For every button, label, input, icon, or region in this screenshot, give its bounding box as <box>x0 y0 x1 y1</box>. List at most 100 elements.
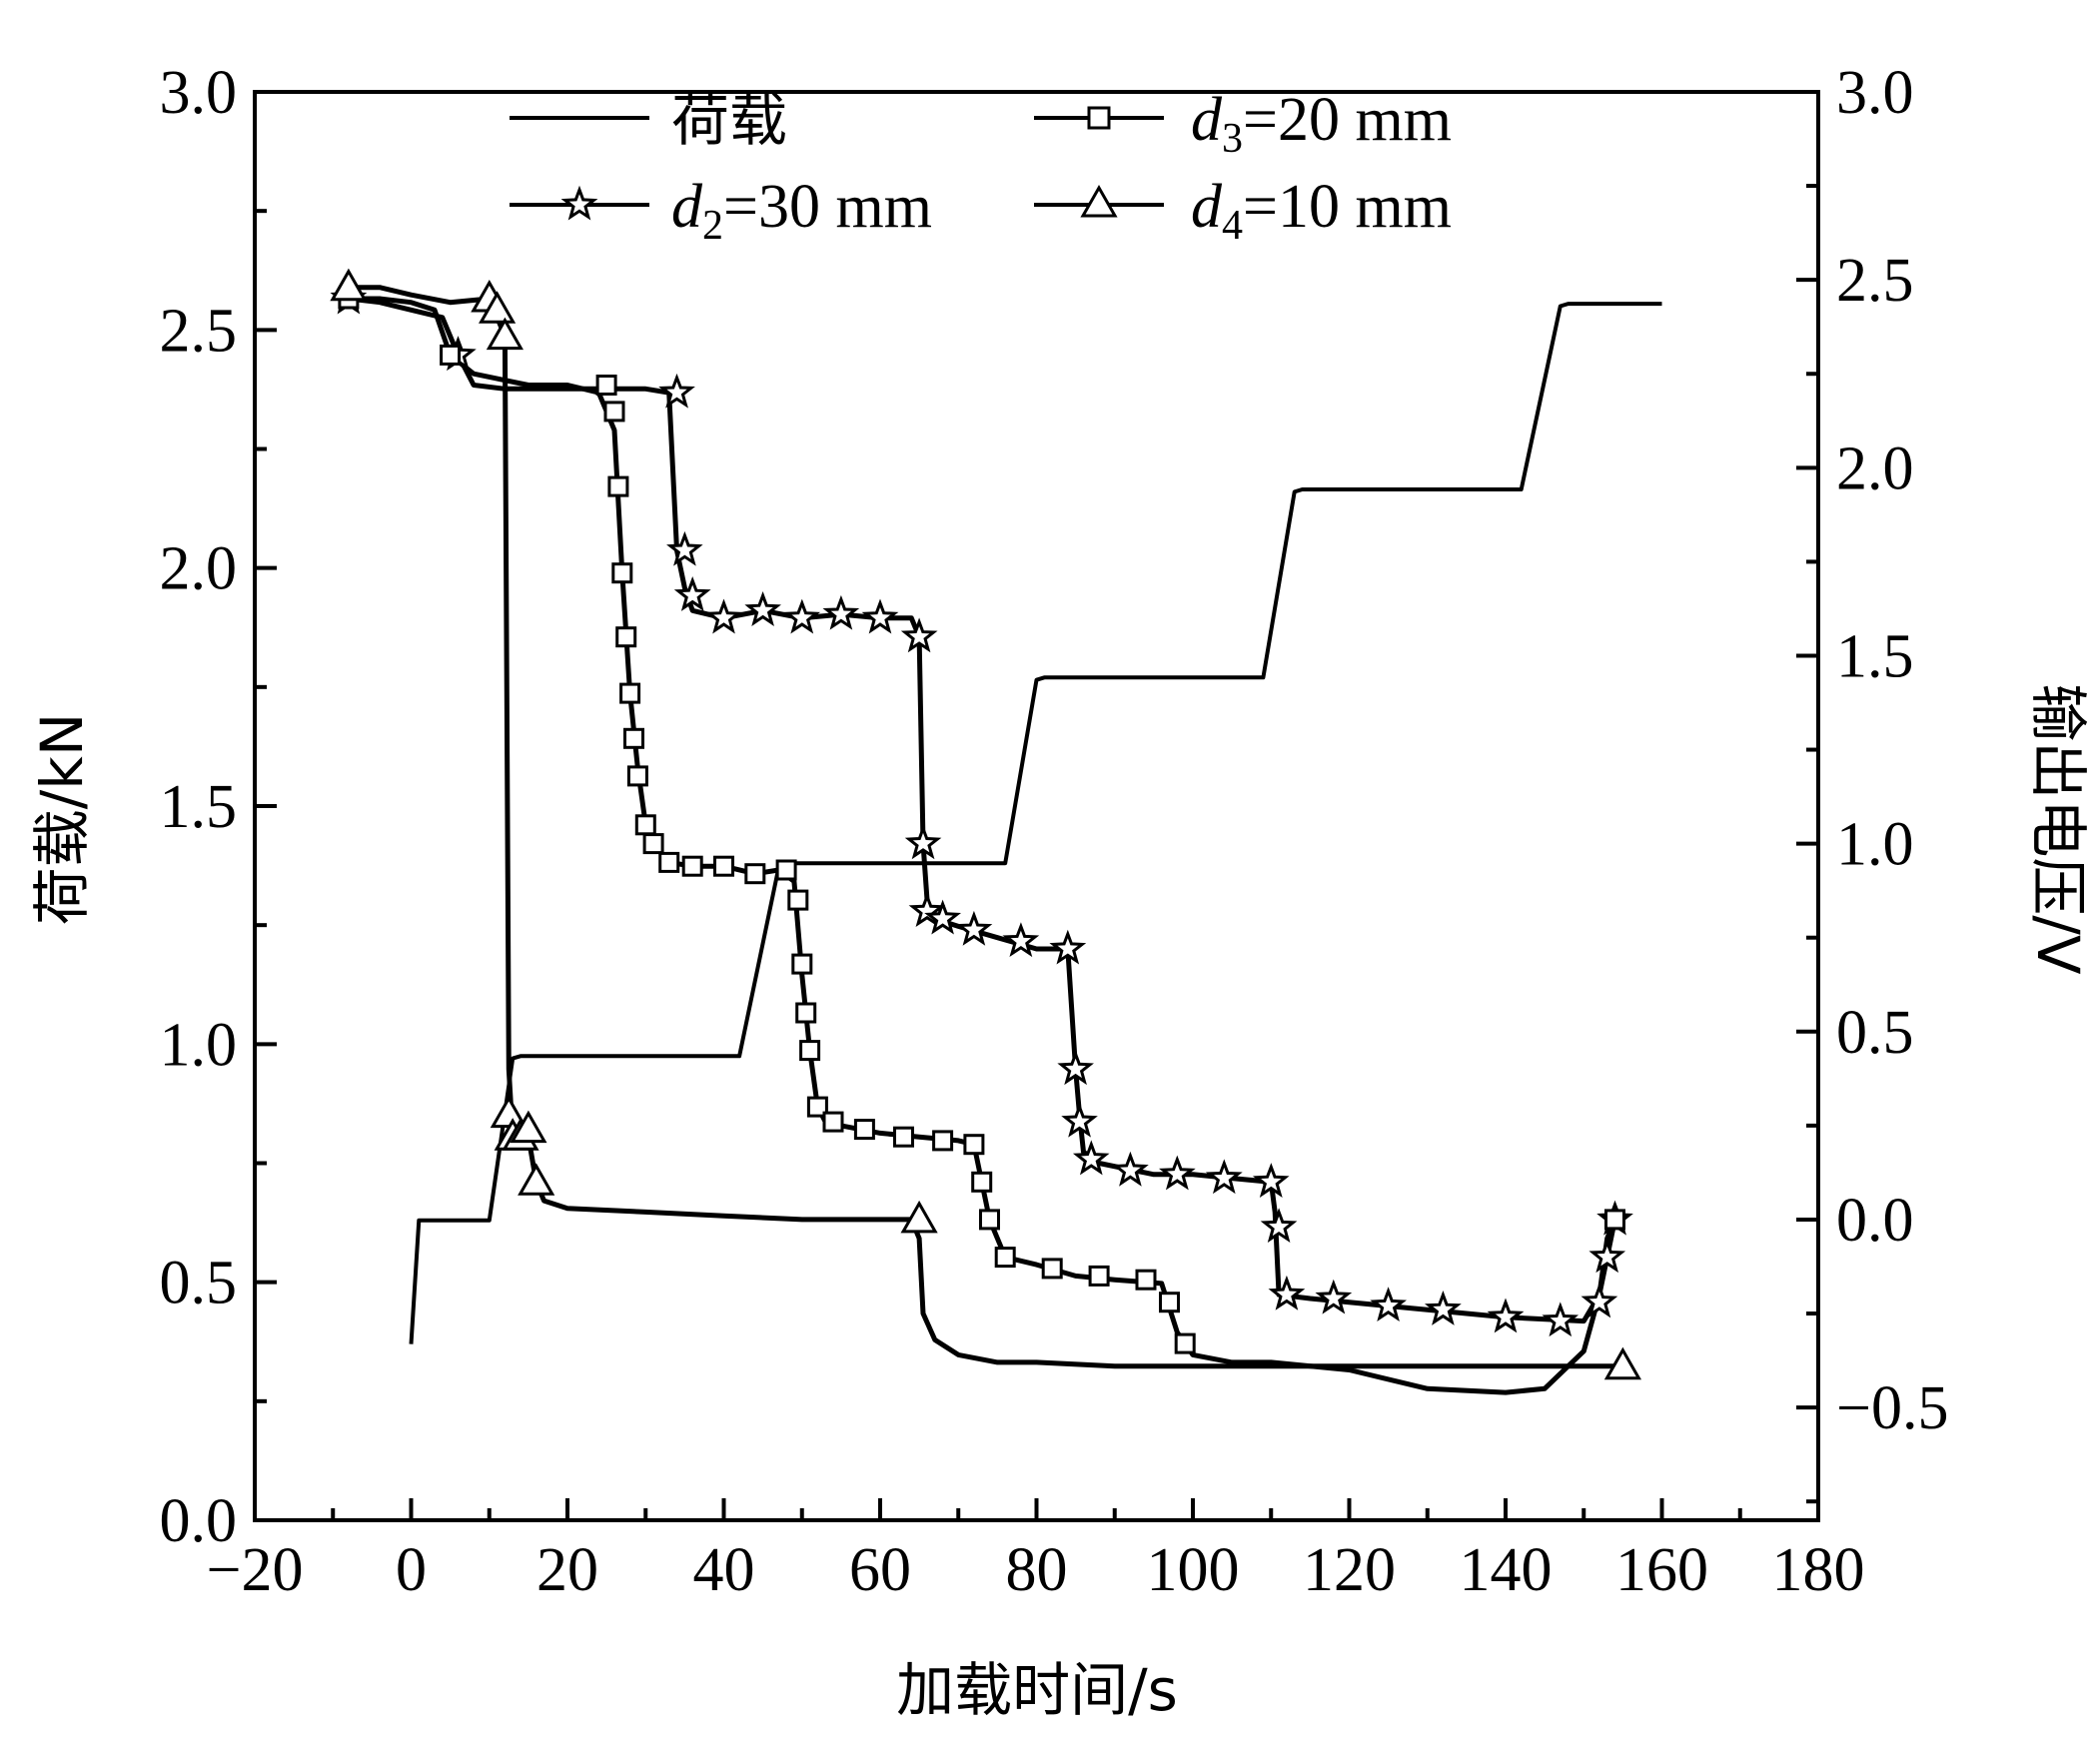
y-left-tick-label: 2.5 <box>160 297 238 365</box>
marker-d3-33 <box>1159 1292 1180 1313</box>
y-right-tick-label: 2.0 <box>1836 435 1914 502</box>
marker-d2-22 <box>1205 1159 1243 1195</box>
marker-d3-14 <box>713 855 734 877</box>
marker-d2-9 <box>861 598 899 634</box>
marker-d2-15 <box>1002 922 1040 958</box>
marker-d4-7 <box>510 1110 547 1144</box>
marker-d2-12 <box>908 892 946 927</box>
marker-d3-7 <box>619 682 641 704</box>
marker-d3-3 <box>603 401 625 423</box>
marker-d2-2 <box>658 373 695 409</box>
marker-d2-29 <box>1487 1298 1525 1333</box>
marker-d3-4 <box>607 475 629 497</box>
legend: 荷载 d3=20 mm d2=30 mm d4=10 mm <box>510 86 1452 249</box>
marker-d3-17 <box>787 889 809 911</box>
x-tick-label: 20 <box>536 1536 598 1604</box>
marker-d3-24 <box>893 1126 914 1148</box>
marker-d2-8 <box>822 594 860 630</box>
marker-d3-5 <box>611 562 633 584</box>
legend-marker-square <box>1087 106 1111 130</box>
marker-d3-8 <box>623 727 644 749</box>
legend-item-d2: d2=30 mm <box>510 173 932 249</box>
marker-d3-16 <box>775 859 797 881</box>
marker-d3-26 <box>963 1134 985 1156</box>
y-left-tick-label: 2.0 <box>160 535 238 603</box>
y-right-ticks: −0.5 0.0 0.5 1.0 1.5 2.0 2.5 3.0 <box>1796 59 1948 1504</box>
marker-d2-10 <box>900 617 938 653</box>
marker-d2-17 <box>1057 1050 1094 1086</box>
markers-layer <box>330 268 1641 1380</box>
marker-d3-23 <box>853 1119 875 1141</box>
marker-d3-20 <box>799 1040 821 1062</box>
marker-d3-12 <box>658 851 680 873</box>
x-tick-label: 140 <box>1460 1536 1553 1604</box>
y-left-tick-label: 0.5 <box>160 1250 238 1317</box>
marker-d2-6 <box>744 591 781 626</box>
y-right-axis-title: 输出电压/V <box>2024 683 2092 975</box>
x-tick-label: 80 <box>1006 1536 1068 1604</box>
marker-d2-23 <box>1252 1163 1290 1199</box>
x-tick-label: 60 <box>849 1536 911 1604</box>
y-right-tick-label: 3.0 <box>1836 59 1914 127</box>
marker-d3-30 <box>1041 1258 1063 1280</box>
legend-label-d2: d2=30 mm <box>671 173 932 249</box>
x-tick-label: 160 <box>1615 1536 1708 1604</box>
marker-d2-26 <box>1315 1279 1353 1314</box>
marker-d2-11 <box>904 824 942 860</box>
marker-d3-6 <box>615 626 637 648</box>
legend-item-d3: d3=20 mm <box>1034 86 1452 162</box>
marker-d2-3 <box>666 530 703 566</box>
marker-d3-22 <box>822 1111 844 1133</box>
marker-d3-29 <box>994 1247 1016 1269</box>
marker-d3-13 <box>681 855 703 877</box>
x-tick-label: −20 <box>207 1536 304 1604</box>
marker-d2-32 <box>1588 1238 1626 1274</box>
marker-d2-25 <box>1268 1275 1306 1310</box>
legend-label-d3: d3=20 mm <box>1191 86 1452 162</box>
series-layer <box>348 285 1662 1395</box>
marker-d4-10 <box>1603 1346 1641 1380</box>
marker-d3-34 <box>1174 1332 1196 1354</box>
marker-d3-31 <box>1088 1265 1110 1287</box>
marker-d2-24 <box>1260 1208 1298 1244</box>
x-tick-label: 180 <box>1772 1536 1865 1604</box>
marker-d2-13 <box>924 899 962 935</box>
marker-d3-10 <box>634 814 656 836</box>
series-line-load <box>409 302 1662 1344</box>
marker-d4-3 <box>486 317 524 351</box>
y-left-tick-label: 0.0 <box>160 1487 238 1555</box>
marker-d3-9 <box>626 765 648 787</box>
marker-d2-27 <box>1370 1287 1408 1322</box>
marker-d2-7 <box>783 598 821 634</box>
marker-d3-11 <box>642 833 664 855</box>
x-tick-label: 40 <box>693 1536 755 1604</box>
marker-d2-4 <box>673 576 711 611</box>
marker-d3-27 <box>971 1171 993 1193</box>
y-right-tick-label: 0.5 <box>1836 999 1914 1067</box>
marker-d2-28 <box>1424 1291 1462 1325</box>
marker-d2-18 <box>1061 1102 1098 1138</box>
marker-d4-0 <box>330 268 368 302</box>
y-right-tick-label: 1.5 <box>1836 622 1914 690</box>
marker-d2-30 <box>1542 1302 1579 1337</box>
marker-d3-35 <box>1604 1209 1625 1231</box>
y-left-tick-label: 3.0 <box>160 59 238 127</box>
marker-d2-21 <box>1158 1155 1196 1191</box>
marker-d2-19 <box>1072 1140 1110 1176</box>
x-tick-label: 100 <box>1147 1536 1240 1604</box>
marker-d3-25 <box>932 1130 954 1152</box>
marker-d2-14 <box>955 910 993 946</box>
y-right-tick-label: 1.0 <box>1836 811 1914 879</box>
marker-d3-21 <box>806 1096 828 1118</box>
y-right-tick-label: 2.5 <box>1836 247 1914 315</box>
x-ticks: −20 0 20 40 60 80 100 120 140 160 180 <box>207 1498 1865 1604</box>
y-left-tick-label: 1.5 <box>160 773 238 841</box>
marker-d2-31 <box>1580 1283 1618 1318</box>
marker-d3-1 <box>440 344 462 366</box>
marker-d2-20 <box>1112 1151 1149 1187</box>
marker-d4-2 <box>479 291 517 324</box>
marker-d4-8 <box>518 1163 555 1196</box>
y-left-axis-title: 荷载/kN <box>28 713 96 926</box>
legend-marker-triangle <box>1080 184 1118 218</box>
